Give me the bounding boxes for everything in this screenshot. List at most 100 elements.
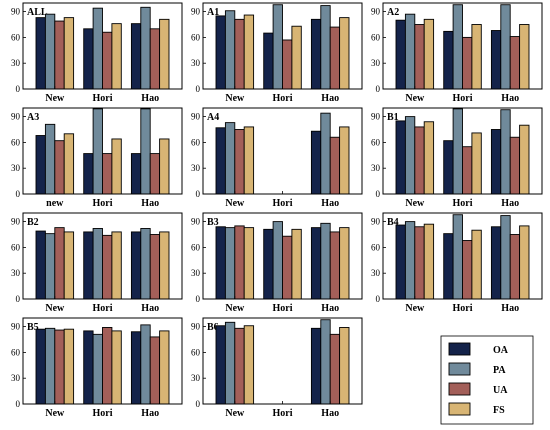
y-tick-label: 0 (196, 399, 201, 409)
y-tick-label: 0 (16, 294, 21, 304)
bar-fs-new (243, 227, 255, 300)
bar-ua-hori (462, 146, 473, 195)
bar-oa-new (395, 19, 406, 90)
bar-ua-hao (149, 336, 161, 405)
panel-label: B1 (387, 112, 399, 123)
bar-pa-hao (320, 112, 331, 195)
y-tick-label: 60 (371, 242, 381, 252)
bar-oa-hao (490, 129, 502, 195)
bar-pa-hao (500, 215, 511, 300)
bar-pa-hao (140, 324, 151, 405)
bar-oa-hori (443, 30, 454, 90)
bar-fs-new (423, 223, 435, 300)
bar-oa-new (215, 325, 226, 405)
x-tick-label: New (45, 408, 65, 419)
bar-pa-hori (92, 228, 103, 300)
x-tick-label: Hao (141, 198, 159, 209)
bar-fs-hori (111, 330, 122, 405)
panel-frame (22, 317, 183, 405)
bar-oa-hori (263, 228, 274, 300)
panel-frame (22, 212, 183, 300)
panel-label: B5 (27, 322, 39, 333)
bar-pa-hori (92, 7, 103, 90)
bar-pa-new (224, 227, 236, 300)
bar-ua-hao (329, 136, 341, 195)
bar-pa-new (224, 321, 236, 405)
bar-fs-hori (111, 138, 122, 195)
bar-pa-hori (92, 333, 103, 405)
panel-b6: B6 0 30 60 90 New Hori Hao (191, 317, 363, 419)
bar-pa-new (224, 10, 236, 90)
bar-pa-hao (320, 5, 331, 90)
bar-oa-new (395, 120, 406, 195)
x-tick-label: New (225, 198, 245, 209)
bar-fs-hao (339, 327, 350, 405)
bar-oa-hori (263, 32, 274, 90)
bar-fs-hori (111, 23, 122, 90)
bar-fs-new (63, 328, 75, 405)
bar-pa-hao (500, 109, 511, 195)
bar-pa-new (404, 13, 416, 90)
bar-fs-new (423, 18, 435, 90)
y-tick-label: 0 (376, 294, 381, 304)
panel-label: A4 (207, 112, 219, 123)
panel-frame (202, 107, 363, 195)
bar-fs-hao (339, 17, 350, 90)
y-tick-label: 30 (11, 163, 21, 173)
x-tick-label: New (225, 408, 245, 419)
y-tick-label: 60 (11, 32, 21, 42)
x-tick-label: New (405, 198, 425, 209)
y-tick-label: 30 (11, 373, 21, 383)
bar-ua-new (54, 329, 65, 405)
y-tick-label: 60 (371, 137, 381, 147)
x-tick-label: New (225, 93, 245, 104)
bar-pa-hori (272, 221, 283, 300)
bar-ua-hao (149, 153, 161, 195)
y-tick-label: 90 (191, 322, 201, 332)
bar-pa-new (404, 221, 416, 300)
x-tick-label: New (45, 303, 65, 314)
bar-ua-hori (102, 31, 113, 90)
y-tick-label: 0 (376, 84, 381, 94)
y-tick-label: 90 (191, 217, 201, 227)
bar-ua-new (414, 126, 425, 195)
bar-pa-new (44, 233, 56, 300)
y-tick-label: 60 (11, 137, 21, 147)
x-tick-label: Hao (141, 303, 159, 314)
y-tick-label: 0 (376, 189, 381, 199)
y-tick-label: 0 (196, 294, 201, 304)
bar-ua-hao (509, 234, 521, 300)
panel-label: ALL (27, 7, 48, 18)
panel-all: ALL 0 30 60 90 New Hori Hao (11, 2, 183, 104)
panel-b3: B3 0 30 60 90 New Hori Hao (191, 212, 363, 314)
bar-oa-hori (83, 330, 94, 405)
bar-pa-new (44, 13, 56, 90)
bar-oa-new (215, 127, 226, 195)
bar-fs-new (63, 133, 75, 195)
bar-pa-hori (92, 108, 103, 195)
bar-oa-hao (310, 18, 322, 90)
panel-label: B6 (207, 322, 219, 333)
bar-ua-new (54, 20, 65, 90)
bar-ua-hao (149, 28, 161, 90)
bar-fs-new (243, 126, 255, 195)
y-tick-label: 0 (16, 399, 21, 409)
legend-swatch-ua (448, 382, 471, 396)
x-tick-label: Hao (321, 93, 339, 104)
y-tick-label: 30 (371, 163, 381, 173)
x-tick-label: Hao (501, 198, 519, 209)
panel-frame (22, 2, 183, 90)
y-tick-label: 0 (196, 189, 201, 199)
bar-pa-hao (500, 4, 511, 90)
y-tick-label: 90 (11, 7, 21, 17)
y-tick-label: 60 (191, 32, 201, 42)
bar-ua-hao (149, 234, 161, 300)
bar-fs-hao (159, 18, 170, 90)
y-tick-label: 30 (11, 268, 21, 278)
bar-oa-hori (83, 153, 94, 195)
panel-label: B3 (207, 217, 219, 228)
panel-b2: B2 0 30 60 90 New Hori Hao (11, 212, 183, 314)
bar-ua-hori (102, 327, 113, 405)
legend: OA PA UA FS (440, 335, 534, 425)
bar-fs-hori (291, 25, 302, 90)
